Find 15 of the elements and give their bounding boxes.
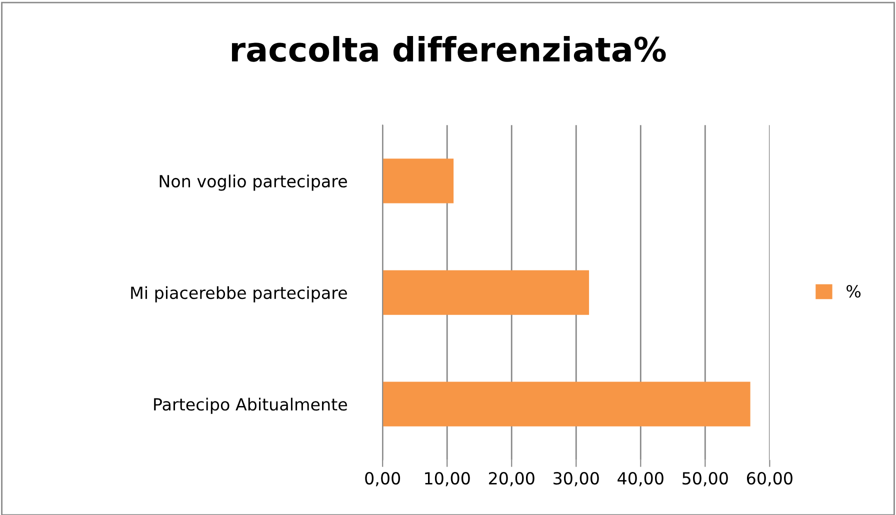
y-tick-label: Mi piacerebbe partecipare [131,286,347,302]
x-tick-label: 10,00 [425,472,470,486]
x-tick-label: 20,00 [488,472,534,486]
legend-label: % [846,285,861,298]
bar [382,158,454,204]
x-tick-label: 40,00 [618,472,664,486]
bar [382,382,750,426]
x-tick-label: 50,00 [682,472,728,486]
x-tick-label: 60,00 [746,472,792,486]
y-tick-label: Non voglio partecipare [160,174,347,191]
x-tick-label: 0,00 [365,472,400,486]
chart-title: raccolta differenziata% [232,36,666,62]
bar [382,270,590,315]
x-tick-label: 30,00 [554,472,599,486]
y-tick-label: Partecipo Abitualmente [154,398,347,414]
